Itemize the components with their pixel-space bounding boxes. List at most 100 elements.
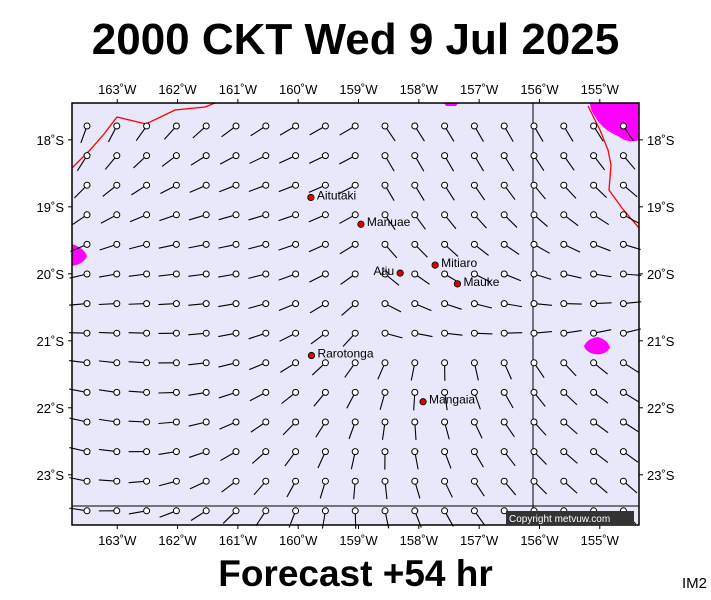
wind-barb-station — [590, 211, 598, 219]
wind-barb-station — [530, 418, 538, 426]
wind-barb-station — [530, 181, 538, 189]
wind-barb-station — [202, 477, 210, 485]
wind-barb-station — [172, 507, 180, 515]
wind-barb-station — [143, 448, 151, 456]
wind-barb-station — [172, 477, 180, 485]
place-label: Atiu — [373, 264, 394, 278]
wind-barb-station — [500, 329, 508, 337]
wind-barb-station — [83, 507, 91, 515]
wind-barb-station — [500, 270, 508, 278]
map-title: 2000 CKT Wed 9 Jul 2025 — [91, 15, 620, 64]
wind-barb-station — [262, 300, 270, 308]
place-marker — [307, 193, 315, 202]
wind-barb-station — [321, 300, 329, 308]
wind-barb-station — [292, 477, 300, 485]
wind-barb-station — [83, 477, 91, 485]
lon-label-top: 159˚W — [339, 82, 378, 97]
lon-label-top: 155˚W — [581, 82, 620, 97]
wind-barb-station — [351, 152, 359, 160]
lon-label-bottom: 160˚W — [279, 533, 318, 548]
map-frame — [71, 102, 640, 526]
wind-barb-station — [619, 477, 627, 485]
strong-wind-area-east — [584, 337, 610, 355]
wind-barb-station — [351, 418, 359, 426]
wind-barb-station — [292, 388, 300, 396]
wind-barb-station — [411, 507, 419, 515]
wind-barb-station — [470, 388, 478, 396]
wind-barb-station — [500, 152, 508, 160]
wind-barb-station — [560, 477, 568, 485]
wind-barb-station — [321, 240, 329, 248]
wind-barb-station — [262, 388, 270, 396]
ocean-background — [72, 103, 639, 525]
wind-barb-station — [590, 418, 598, 426]
wind-barb-station — [202, 152, 210, 160]
wind-barb-station — [560, 388, 568, 396]
wind-barb-station — [232, 300, 240, 308]
wind-barb-station — [262, 477, 270, 485]
place-marker — [307, 351, 316, 360]
wind-barb-station — [232, 507, 240, 515]
wind-barb-station — [560, 329, 568, 337]
wind-barb-station — [143, 300, 151, 308]
wind-barb-station — [470, 152, 478, 160]
wind-barb-station — [560, 359, 568, 367]
wind-barb-station — [351, 388, 359, 396]
wind-barb-station — [590, 477, 598, 485]
wind-barb-station — [202, 181, 210, 189]
wind-barb-station — [619, 359, 627, 367]
wind-barb-station — [83, 240, 91, 248]
wind-barb-station — [381, 270, 389, 278]
wind-barb-station — [202, 211, 210, 219]
wind-barb-station — [262, 418, 270, 426]
wind-barb-station — [470, 240, 478, 248]
wind-barb-station — [262, 507, 270, 515]
lat-label-right: 23˚S — [647, 468, 675, 483]
wind-barb-station — [411, 418, 419, 426]
place-layer: Aitutaki Manuae Mitiaro Atiu Mauke Rarotonga M… — [307, 188, 500, 407]
wind-barb-station — [172, 181, 180, 189]
wind-barb-station — [351, 359, 359, 367]
wind-barb-station — [202, 300, 210, 308]
wind-barb-station — [292, 211, 300, 219]
wind-barb-station — [321, 448, 329, 456]
wind-barb-station — [441, 122, 449, 130]
wind-barb-station — [321, 507, 329, 515]
wind-barb-station — [381, 448, 389, 456]
wind-barb-station — [441, 477, 449, 485]
wind-barb-station — [143, 477, 151, 485]
wind-barb-station — [113, 507, 121, 515]
wind-barb-station — [232, 181, 240, 189]
wind-barb-station — [560, 181, 568, 189]
wind-barb-station — [113, 329, 121, 337]
wind-barb-station — [381, 477, 389, 485]
wind-barb-station — [590, 240, 598, 248]
wind-barb-station — [172, 418, 180, 426]
wind-barb-station — [262, 448, 270, 456]
wind-barb-station — [619, 122, 627, 130]
wind-barb-station — [143, 418, 151, 426]
wind-barb-station — [500, 418, 508, 426]
wind-barb-station — [262, 270, 270, 278]
wind-barb-station — [262, 240, 270, 248]
wind-barb-station — [143, 507, 151, 515]
wind-barb-station — [202, 418, 210, 426]
lon-label-top: 157˚W — [460, 82, 499, 97]
wind-barb-station — [83, 418, 91, 426]
wind-barb-station — [530, 388, 538, 396]
wind-barb-station — [262, 181, 270, 189]
wind-barb-station — [500, 181, 508, 189]
wind-barb-station — [292, 152, 300, 160]
wind-barb-station — [292, 329, 300, 337]
wind-barb-station — [232, 477, 240, 485]
wind-barb-station — [560, 152, 568, 160]
wind-barb-station — [381, 359, 389, 367]
wind-barb-station — [381, 152, 389, 160]
wind-barb-station — [619, 388, 627, 396]
place-label: Rarotonga — [317, 347, 373, 361]
wind-barb-station — [470, 359, 478, 367]
wind-barb-station — [470, 270, 478, 278]
lat-label-left: 20˚S — [37, 267, 65, 282]
lon-label-bottom: 163˚W — [98, 533, 137, 548]
wind-barb-station — [530, 359, 538, 367]
